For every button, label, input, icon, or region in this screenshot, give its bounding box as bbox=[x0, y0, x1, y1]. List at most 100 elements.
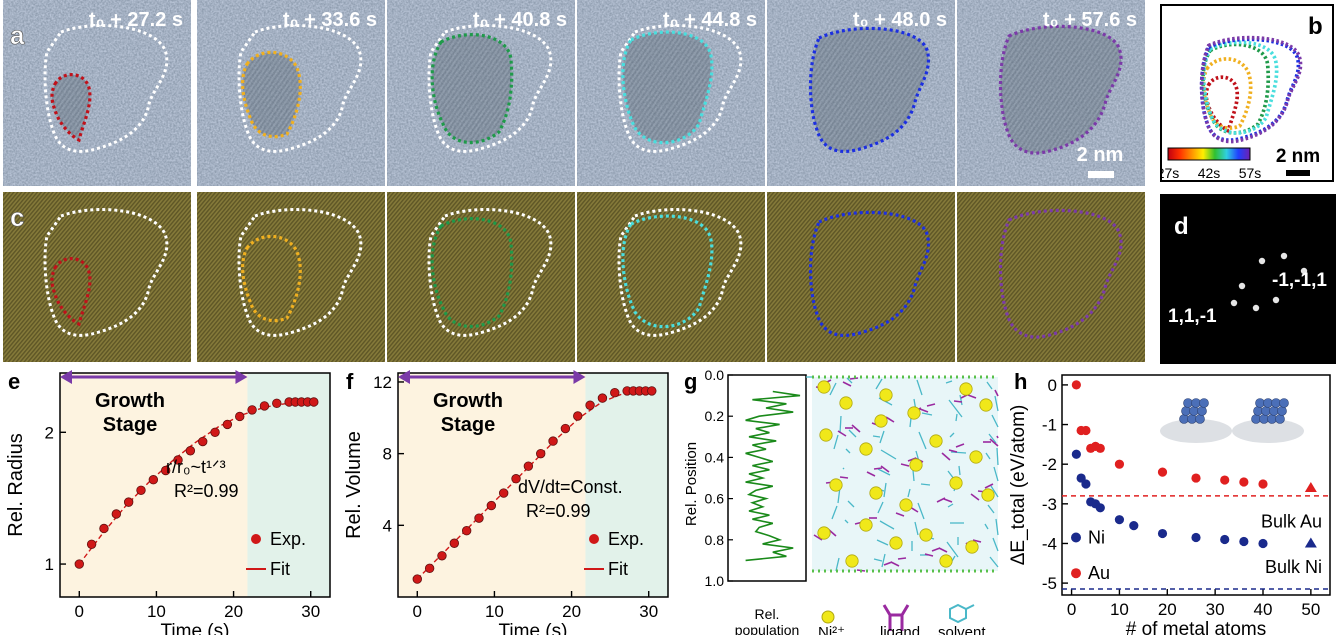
x-tick-label: 50 bbox=[1301, 600, 1320, 619]
x-tick-label: 10 bbox=[485, 602, 504, 621]
solvent-molecule bbox=[877, 501, 884, 514]
ligand-molecule bbox=[948, 449, 958, 453]
ni-ion bbox=[889, 536, 903, 550]
data-point bbox=[449, 538, 460, 548]
outline-white bbox=[237, 208, 363, 337]
colorbar bbox=[1167, 147, 1251, 161]
cluster-atom bbox=[1263, 398, 1273, 408]
ligand-molecule bbox=[943, 498, 953, 503]
ni-ion bbox=[909, 458, 923, 472]
ligand-molecule bbox=[926, 403, 936, 407]
tem-frame: t₀ + 48.0 s bbox=[767, 0, 955, 186]
cluster-atom bbox=[1269, 406, 1279, 416]
data-point bbox=[437, 551, 447, 561]
data-point bbox=[123, 497, 134, 507]
data-point-au bbox=[1114, 459, 1125, 469]
panel-letter: e bbox=[8, 369, 20, 394]
cluster-atom bbox=[1189, 406, 1199, 416]
y-tick-label: 0.0 bbox=[705, 367, 725, 383]
solvent-molecule bbox=[988, 433, 997, 444]
x-axis-label: population bbox=[735, 622, 800, 635]
ligand-molecule bbox=[953, 400, 963, 403]
stage-label: Growth bbox=[95, 390, 165, 412]
solvent-molecule bbox=[921, 412, 933, 416]
data-point bbox=[210, 427, 220, 437]
ni-ion bbox=[919, 528, 933, 542]
y-tick-label: -5 bbox=[1042, 574, 1057, 593]
data-point bbox=[560, 423, 571, 434]
cluster-atom bbox=[1255, 398, 1265, 408]
ligand-molecule bbox=[936, 497, 946, 503]
chart-h-energy: 0 10 20 30 40 50 0 -1 -2 -3 -4 -5 # of metal atoms ΔE… bbox=[1008, 369, 1331, 635]
ligand-molecule bbox=[919, 408, 929, 413]
data-point bbox=[111, 509, 122, 519]
outline-particle bbox=[241, 50, 302, 139]
data-point-ni bbox=[1095, 503, 1105, 513]
data-point-ni bbox=[1157, 528, 1168, 539]
solvent-molecule bbox=[993, 466, 999, 482]
filtered-background bbox=[3, 192, 191, 362]
scalebar-b-label: 2 nm bbox=[1276, 146, 1320, 167]
y-tick-label: 1 bbox=[45, 555, 54, 574]
solvent-molecule bbox=[881, 553, 886, 568]
data-point-au bbox=[1220, 475, 1230, 485]
solvent-molecule bbox=[959, 394, 963, 406]
data-point bbox=[259, 401, 270, 411]
ni-ion bbox=[899, 498, 913, 512]
outline-particle bbox=[50, 73, 92, 143]
data-point bbox=[597, 393, 608, 403]
filtered-outlines bbox=[43, 208, 169, 337]
data-point bbox=[486, 500, 497, 511]
panel-letter: f bbox=[346, 369, 354, 394]
filtered-frame bbox=[387, 192, 575, 362]
data-point bbox=[498, 488, 509, 498]
ni-ion bbox=[859, 518, 873, 532]
cluster-atom bbox=[1267, 414, 1277, 424]
panel-letter-c: c bbox=[10, 202, 24, 232]
annotation-text: dV/dt=Const. bbox=[518, 477, 623, 497]
colorbar-label: 42s bbox=[1198, 165, 1221, 181]
solvent-molecule bbox=[917, 502, 925, 520]
panel-letter-a: a bbox=[10, 20, 25, 50]
stage-arrow-right-head bbox=[573, 370, 586, 384]
cluster-image bbox=[1160, 398, 1232, 443]
data-point bbox=[136, 485, 146, 495]
legend-solvent-label: solvent bbox=[938, 624, 986, 635]
filtered-image-row: c bbox=[3, 192, 1145, 362]
stage-label: Stage bbox=[103, 414, 157, 436]
data-point bbox=[222, 419, 233, 430]
crystal-lattice bbox=[242, 52, 301, 137]
annotation-text: R²=0.99 bbox=[526, 501, 591, 521]
data-point bbox=[610, 388, 620, 398]
outline-particle bbox=[430, 33, 514, 145]
legend-ligand-label: ligand bbox=[880, 624, 920, 635]
fft-spot bbox=[1230, 299, 1238, 307]
data-point-ni bbox=[1191, 532, 1201, 543]
ligand-molecule bbox=[842, 381, 852, 387]
colorbar-label: 27s bbox=[1160, 165, 1179, 181]
outline-particle bbox=[808, 26, 930, 153]
solvent-molecule bbox=[920, 483, 931, 486]
ni-ion bbox=[959, 382, 973, 396]
x-tick-label: 0 bbox=[1067, 600, 1076, 619]
outline-white bbox=[427, 24, 553, 153]
solvent-molecule bbox=[877, 468, 891, 476]
stage-arrow-left-head bbox=[60, 370, 72, 384]
ligand-molecule bbox=[883, 561, 893, 566]
solvent-molecule bbox=[846, 377, 853, 384]
legend-ni-marker bbox=[821, 610, 835, 624]
cluster-atom bbox=[1277, 406, 1287, 416]
solvent-molecule bbox=[873, 558, 883, 562]
data-point-au bbox=[1258, 479, 1268, 489]
x-tick-label: 20 bbox=[562, 602, 581, 621]
data-point bbox=[309, 397, 319, 407]
tem-frame: t₀ + 33.6 s bbox=[197, 0, 385, 186]
ligand-molecule bbox=[967, 394, 977, 399]
cluster-atom bbox=[1195, 414, 1205, 424]
solvent-molecule bbox=[829, 382, 837, 396]
solvent-molecule bbox=[996, 447, 999, 466]
filtered-frame bbox=[3, 192, 191, 362]
ni-ion bbox=[819, 428, 833, 442]
data-point-ni bbox=[1129, 521, 1139, 531]
ligand-molecule bbox=[851, 424, 861, 433]
